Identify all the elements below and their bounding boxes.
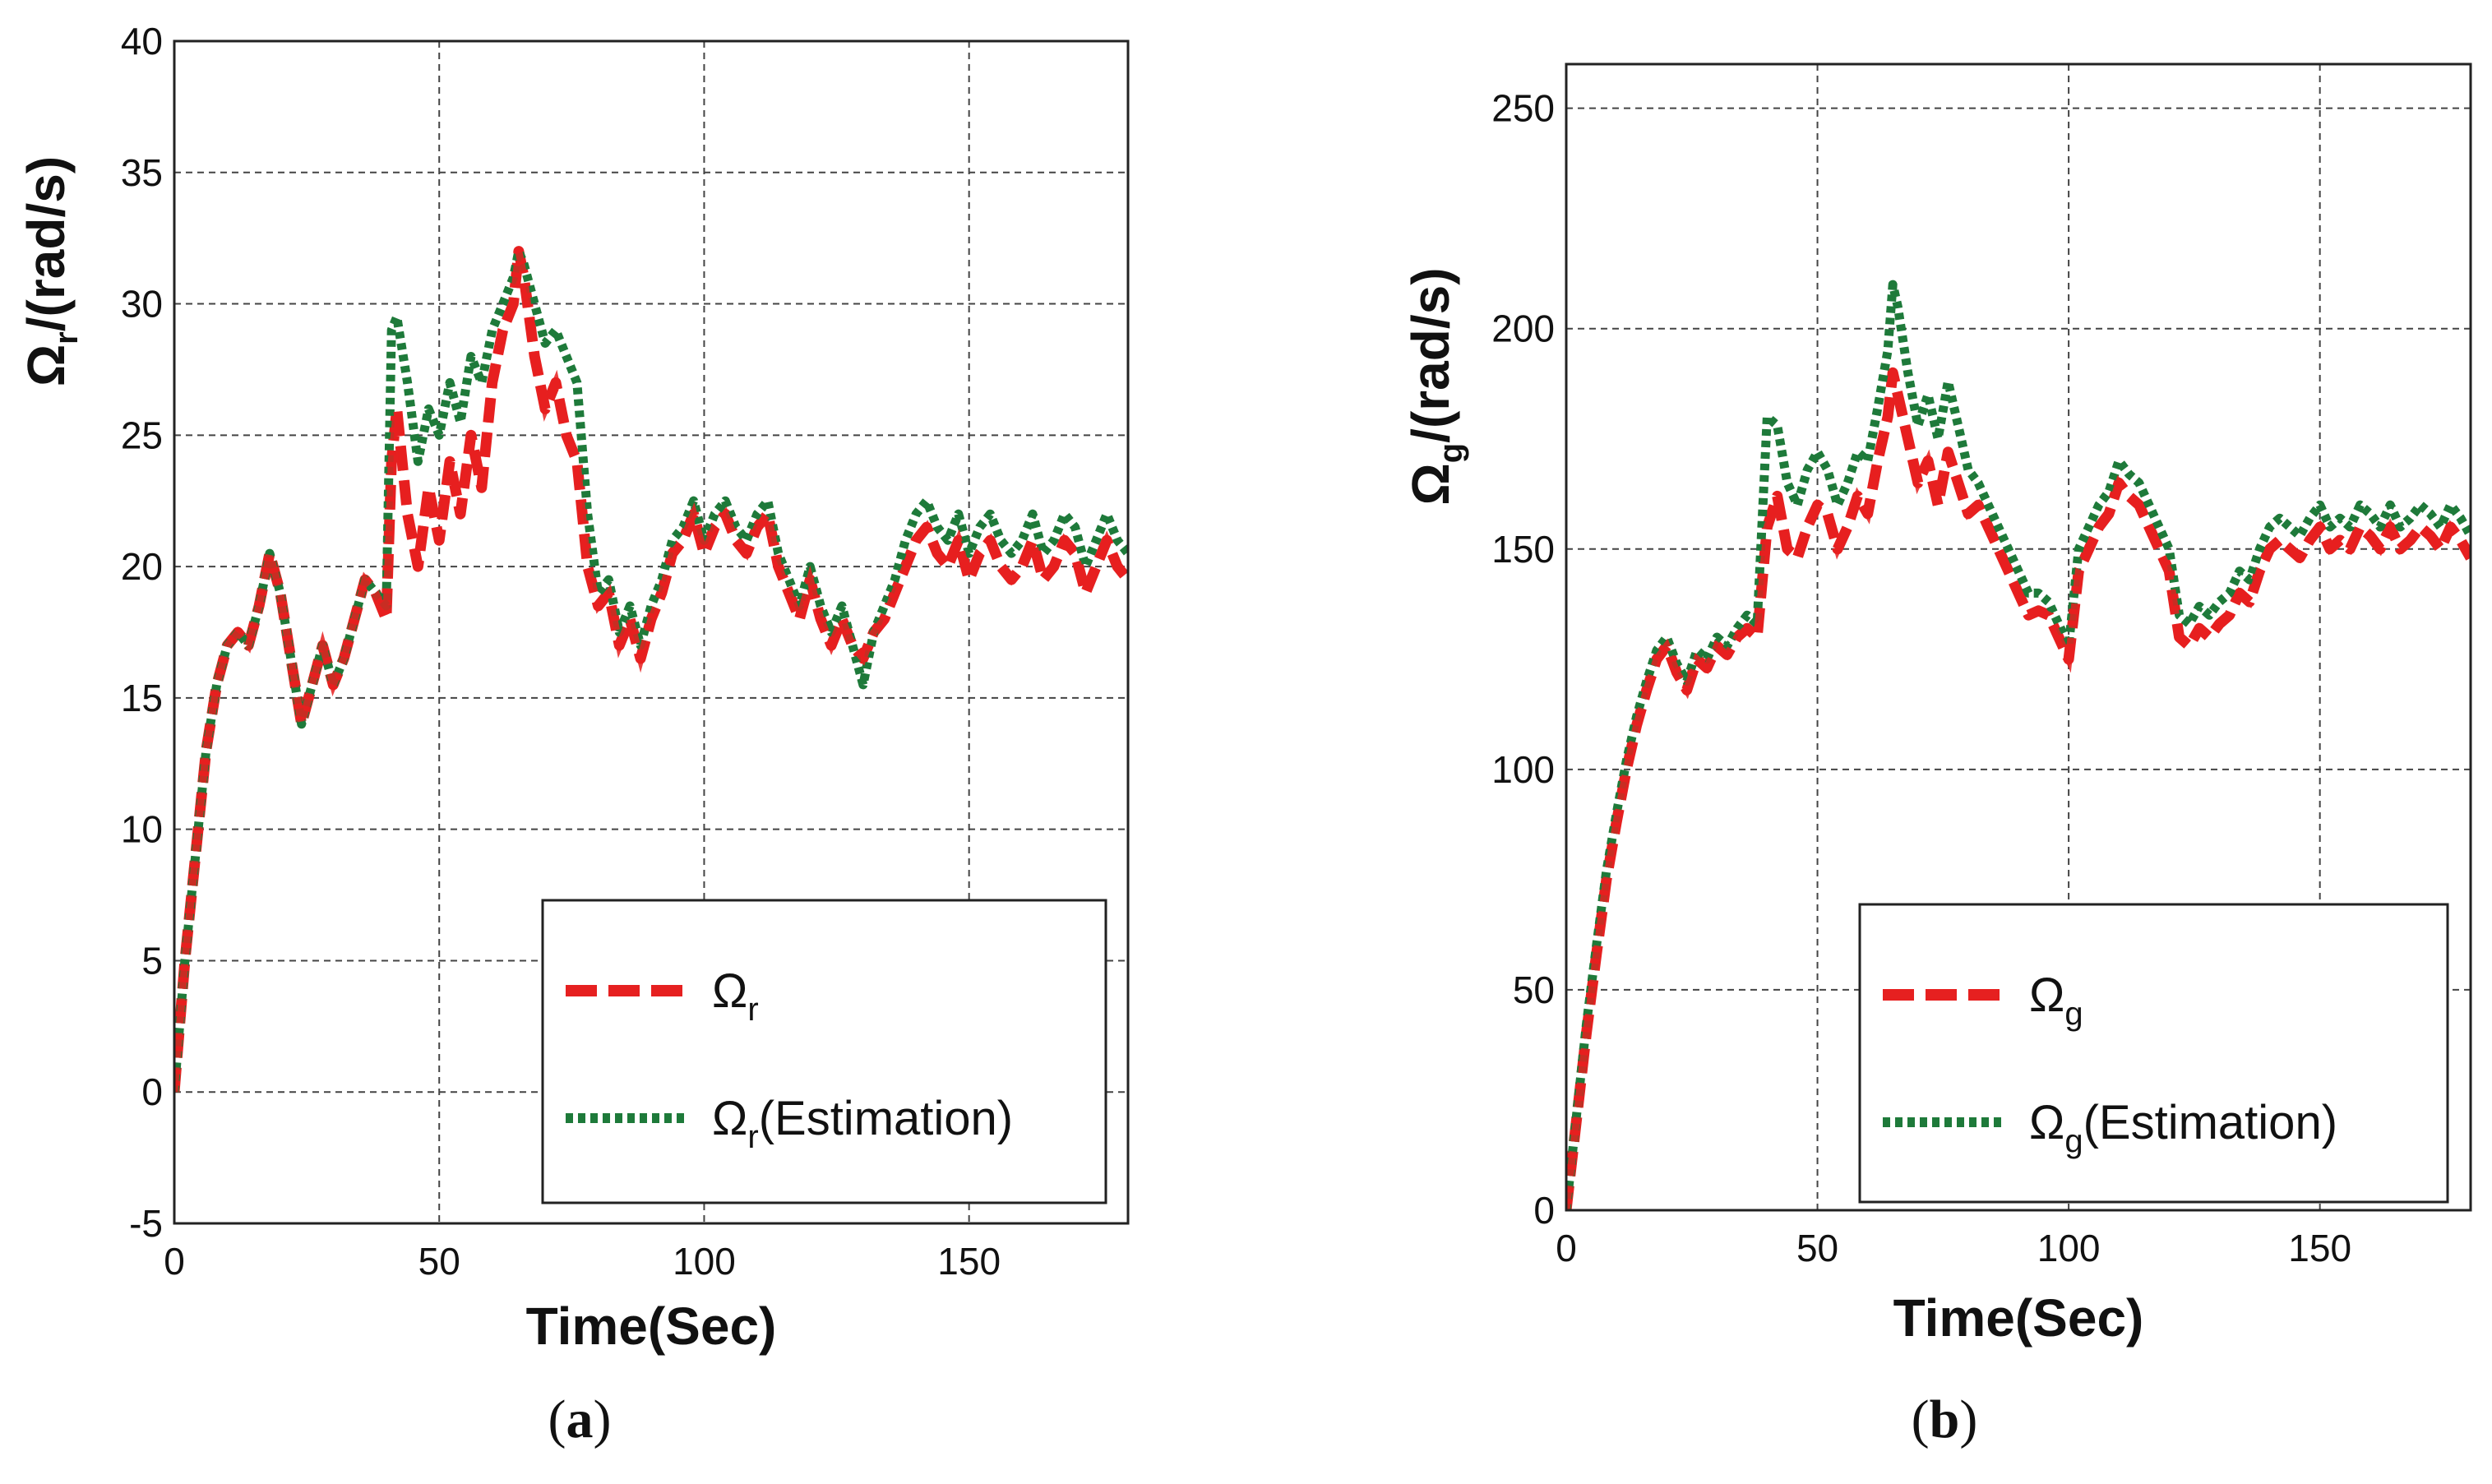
chart-a-y-axis-symbol: Ω [16, 344, 76, 386]
chart-a-x-tick-label: 150 [937, 1240, 1001, 1283]
chart-b-y-axis-unit: /(rad/s) [1401, 267, 1460, 442]
chart-b-series-estimation-line [1566, 280, 2471, 1210]
chart-a-x-tick-label: 100 [673, 1240, 736, 1283]
chart-b-x-tick-label: 150 [2288, 1227, 2351, 1269]
chart-a-plot-frame [173, 39, 1130, 1225]
chart-b-y-axis-subscript: g [1433, 443, 1469, 463]
chart-b-x-axis-title: Time(Sec) [1893, 1288, 2144, 1348]
chart-b-x-tick-label: 100 [2037, 1227, 2101, 1269]
chart-b-y-tick-label: 50 [1513, 969, 1555, 1011]
chart-b-y-tick-label: 200 [1491, 307, 1555, 350]
chart-a-legend-label-estimation: Ωr(Estimation) [712, 1092, 1013, 1155]
chart-b-y-tick-label: 150 [1491, 528, 1555, 571]
chart-a-caption: (a) [548, 1389, 612, 1449]
chart-a-y-tick-label: 30 [121, 283, 163, 326]
chart-b-y-tick-label: 100 [1491, 748, 1555, 791]
chart-b-legend-label-estimation: Ωg(Estimation) [2029, 1096, 2337, 1159]
chart-a-y-axis-unit: /(rad/s) [16, 156, 76, 331]
chart-a-y-tick-label: 40 [121, 20, 163, 62]
chart-a-legend-label-measured: Ωr [712, 964, 759, 1028]
chart-a-y-tick-label: 15 [121, 677, 163, 719]
chart-a-y-tick-label: 10 [121, 808, 163, 851]
chart-b-plot-frame [1565, 62, 2472, 1212]
chart-b-y-axis-symbol: Ω [1401, 463, 1460, 505]
chart-a-x-tick-label: 50 [418, 1240, 460, 1283]
chart-b-legend: Ωg Ωg(Estimation) [1858, 903, 2449, 1204]
chart-a-panel: 0 50 100 150-50510152025303540Time(Sec)Ωr/(… [16, 20, 1130, 1449]
chart-a-y-tick-label: 25 [121, 414, 163, 456]
chart-b-y-tick-label: 250 [1491, 87, 1555, 130]
chart-a-y-tick-label: 20 [121, 545, 163, 588]
chart-a-series-measured-overlay [174, 250, 1128, 1093]
chart-b-series-measured-overlay [1566, 372, 2471, 1210]
chart-a-x-axis-title: Time(Sec) [526, 1297, 777, 1356]
chart-a-y-tick-label: 35 [121, 151, 163, 194]
chart-a-y-axis-title: Ωr/(rad/s) [16, 156, 85, 386]
chart-a-x-tick-label: 0 [164, 1240, 185, 1283]
chart-b-y-axis-title: Ωg/(rad/s) [1401, 267, 1469, 505]
chart-b-y-tick-label: 0 [1533, 1189, 1555, 1232]
chart-a-y-axis-subscript: r [49, 331, 85, 344]
chart-b-caption: (b) [1912, 1389, 1978, 1449]
chart-b-x-tick-label: 50 [1796, 1227, 1838, 1269]
chart-a-y-tick-label: 5 [141, 939, 163, 982]
chart-b-legend-box [1858, 903, 2449, 1204]
chart-b-panel: 0 50 100 150050100150200250Time(Sec)Ωg/(rad… [1401, 62, 2472, 1449]
chart-b-x-tick-label: 0 [1556, 1227, 1577, 1269]
chart-b-legend-label-measured: Ωg [2029, 969, 2083, 1032]
chart-a-y-tick-label: 0 [141, 1070, 163, 1113]
chart-a-y-tick-label: -5 [129, 1202, 163, 1245]
chart-a-legend-box [541, 899, 1107, 1204]
chart-a-legend: Ωr Ωr(Estimation) [541, 899, 1107, 1204]
